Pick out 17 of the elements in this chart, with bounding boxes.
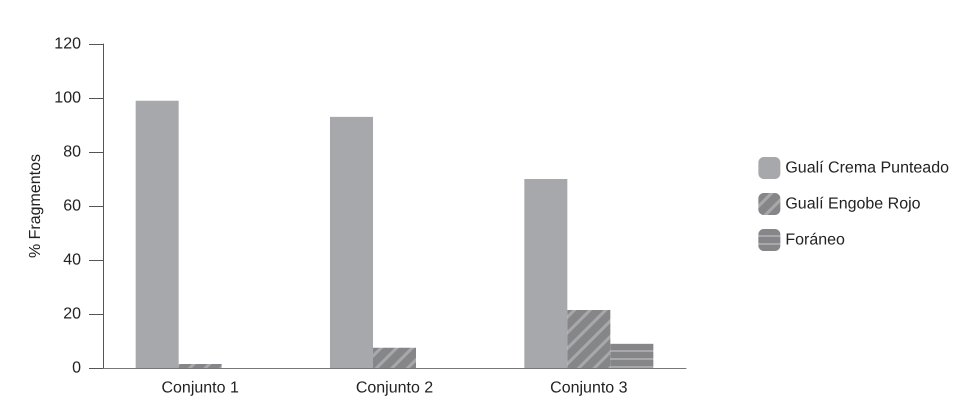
x-tick-label: Conjunto 2: [356, 380, 434, 396]
bar: [136, 100, 179, 368]
legend-label: Gualí Engobe Rojo: [785, 196, 921, 212]
x-tick-label: Conjunto 1: [161, 380, 239, 396]
y-tick-label: 80: [63, 144, 82, 160]
legend-label: Gualí Crema Punteado: [785, 160, 950, 176]
x-tick-label: Conjunto 3: [550, 380, 628, 396]
y-axis-title: % Fragmentos: [26, 154, 44, 258]
y-tick-label: 20: [63, 306, 82, 322]
y-tick-label: 120: [54, 36, 82, 52]
y-tick-label: 0: [72, 360, 82, 376]
y-tick-label: 40: [63, 252, 82, 268]
bar: [330, 116, 373, 368]
y-tick-label: 60: [63, 198, 82, 214]
legend-label: Foráneo: [785, 232, 846, 248]
bar: [524, 179, 568, 368]
y-tick-label: 100: [54, 90, 82, 106]
